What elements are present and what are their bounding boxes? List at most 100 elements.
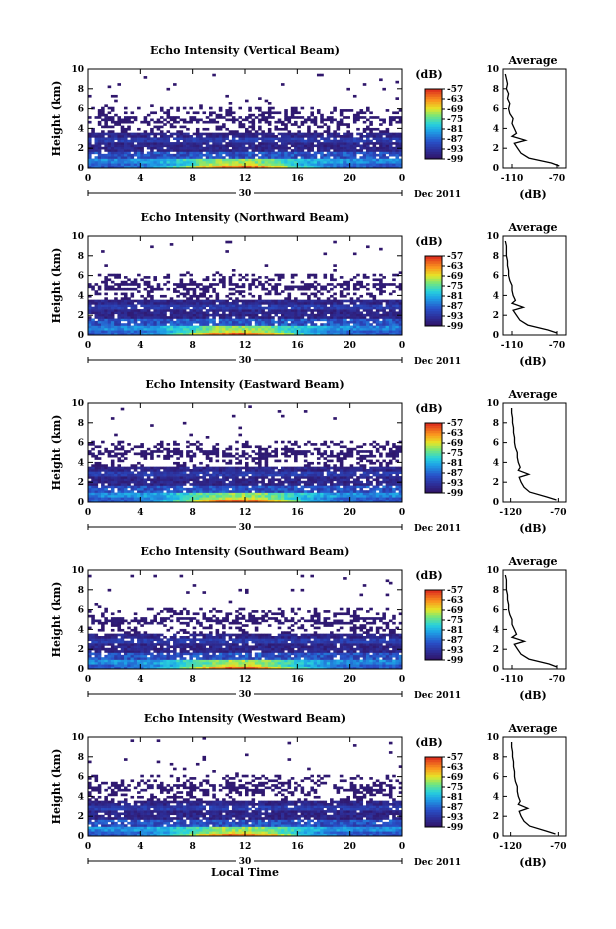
heatmap-cell — [107, 454, 112, 458]
heatmap-cell — [130, 163, 135, 166]
heatmap-cell — [336, 151, 341, 155]
heatmap-cell — [375, 135, 380, 138]
heatmap-cell — [375, 116, 380, 119]
heatmap-cell — [264, 327, 269, 331]
heatmap-cell — [271, 132, 275, 136]
heatmap-cell — [303, 139, 308, 143]
heatmap-cell — [137, 499, 141, 503]
colorbar-tick-label: -75 — [447, 115, 463, 125]
heatmap-cell — [140, 473, 144, 477]
heatmap-cell — [287, 450, 292, 453]
heatmap-cell — [310, 273, 314, 277]
heatmap-cell — [267, 325, 272, 329]
heatmap-cell — [169, 320, 174, 324]
heatmap-cell — [212, 450, 216, 453]
heatmap-cell — [336, 135, 341, 138]
heatmap-cell — [261, 299, 265, 303]
heatmap-cell — [110, 302, 115, 305]
heatmap-cell — [104, 302, 108, 305]
heatmap-cell — [264, 450, 269, 453]
heatmap-cell — [123, 120, 128, 124]
heatmap-cell — [140, 483, 144, 486]
heatmap-cell — [241, 327, 246, 331]
heatmap-cell — [248, 160, 252, 164]
heatmap-cell — [140, 156, 144, 159]
heatmap-cell — [166, 309, 171, 312]
heatmap-cell — [235, 160, 239, 164]
heatmap-cell — [392, 309, 396, 312]
heatmap-cell — [222, 123, 226, 126]
heatmap-cell — [339, 160, 344, 164]
heatmap-cell — [271, 106, 275, 110]
heatmap-cell — [326, 118, 331, 122]
heatmap-cell — [339, 330, 344, 333]
heatmap-cell — [362, 320, 367, 324]
heatmap-cell — [369, 163, 373, 166]
heatmap-cell — [284, 158, 288, 162]
heatmap-cell — [143, 494, 148, 498]
heatmap-cell — [352, 252, 357, 256]
heatmap-cell — [323, 330, 328, 333]
heatmap-cell — [195, 316, 200, 319]
heatmap-cell — [330, 294, 334, 298]
heatmap-cell — [133, 323, 138, 326]
heatmap-cell — [202, 142, 207, 145]
heatmap-cell — [186, 290, 190, 293]
heatmap-cell — [173, 116, 177, 119]
heatmap-cell — [166, 318, 171, 322]
heatmap-cell — [123, 485, 128, 489]
heatmap-cell — [123, 471, 128, 475]
heatmap-cell — [254, 483, 259, 486]
heatmap-cell — [205, 330, 210, 333]
heatmap-cell — [238, 325, 243, 329]
heatmap-cell — [284, 490, 288, 493]
heatmap-cell — [202, 487, 207, 491]
heatmap-cell — [192, 294, 197, 298]
heatmap-cell — [94, 480, 99, 484]
heatmap-cell — [277, 160, 282, 164]
heatmap-cell — [110, 311, 115, 315]
heatmap-cell — [385, 132, 390, 136]
heatmap-cell — [94, 135, 99, 138]
heatmap-cell — [264, 264, 269, 267]
heatmap-cell — [123, 473, 128, 477]
heatmap-cell — [101, 332, 105, 336]
heatmap-cell — [303, 330, 308, 333]
heatmap-cell — [123, 106, 128, 110]
colorbar-segment — [425, 273, 442, 277]
heatmap-cell — [362, 146, 367, 150]
heatmap-cell — [366, 109, 370, 112]
heatmap-cell — [251, 487, 256, 491]
heatmap-cell — [176, 142, 180, 145]
heatmap-cell — [336, 313, 341, 317]
heatmap-cell — [326, 130, 331, 133]
heatmap-cell — [176, 466, 180, 470]
heatmap-cell — [284, 450, 288, 453]
heatmap-cell — [150, 146, 154, 150]
heatmap-cell — [398, 309, 403, 312]
heatmap-cell — [117, 283, 122, 286]
heatmap-cell — [261, 111, 265, 115]
heatmap-cell — [228, 480, 233, 484]
heatmap-cell — [274, 144, 279, 148]
heatmap-cell — [274, 125, 279, 129]
heatmap-cell — [166, 480, 171, 484]
heatmap-cell — [120, 332, 125, 336]
heatmap-cell — [163, 469, 167, 472]
heatmap-cell — [290, 487, 295, 491]
chart-title: Echo Intensity (Eastward Beam) — [145, 378, 344, 391]
heatmap-cell — [192, 299, 197, 303]
heatmap-cell — [379, 123, 383, 126]
heatmap-cell — [202, 327, 207, 331]
heatmap-cell — [326, 149, 331, 152]
heatmap-cell — [313, 130, 318, 133]
heatmap-cell — [274, 111, 279, 115]
heatmap-cell — [267, 480, 272, 484]
heatmap-cell — [97, 123, 102, 126]
heatmap-cell — [202, 146, 207, 150]
heatmap-cell — [156, 490, 161, 493]
heatmap-cell — [212, 163, 216, 166]
heatmap-cell — [130, 499, 135, 503]
heatmap-cell — [107, 146, 112, 150]
heatmap-cell — [205, 153, 210, 157]
